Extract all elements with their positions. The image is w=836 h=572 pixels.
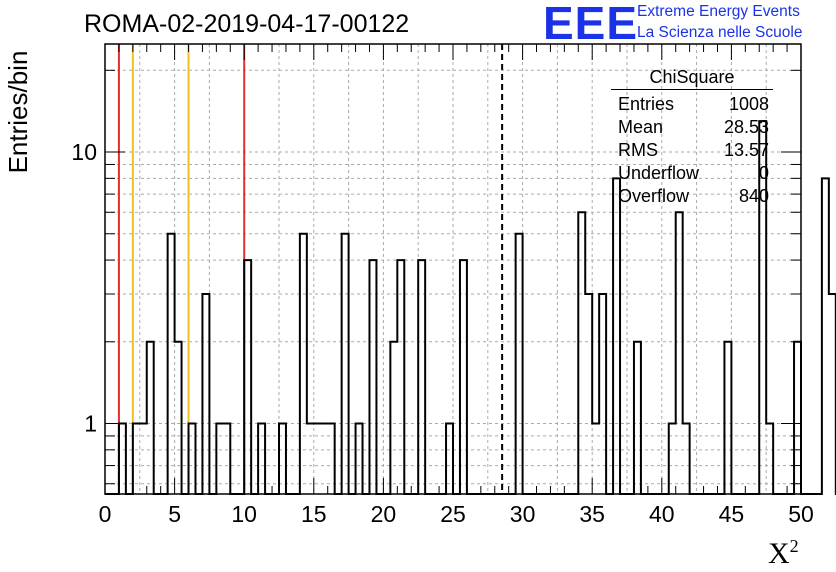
- y-axis-label: Entries/bin: [3, 50, 33, 174]
- x-tick-label: 0: [99, 501, 112, 527]
- x-tick-label: 5: [168, 501, 181, 527]
- x-tick-label: 15: [301, 501, 327, 527]
- x-axis-label: X2: [768, 536, 799, 570]
- stats-row-entries: Entries 1008: [618, 94, 769, 114]
- x-tick-label: 50: [788, 501, 814, 527]
- stats-box: ChiSquare Entries 1008 Mean 28.53 RMS 13.57…: [611, 66, 773, 208]
- project-name-line1: Extreme Energy Events: [637, 3, 800, 20]
- stats-row-rms: RMS 13.57: [618, 140, 769, 160]
- x-tick-label: 35: [579, 501, 605, 527]
- stats-row-overflow: Overflow 840: [618, 186, 769, 206]
- stats-title: ChiSquare: [611, 66, 773, 90]
- x-tick-label: 40: [649, 501, 675, 527]
- stats-row-underflow: Underflow 0: [618, 163, 769, 183]
- y-tick-label: 1: [84, 411, 97, 437]
- axis-ticks: 0 5 10 15 20 25 30 35 40 45 50 1 10: [71, 44, 814, 527]
- eee-logo: EEE: [543, 0, 639, 49]
- project-name-line2: La Scienza nelle Scuole: [637, 24, 803, 41]
- run-title: ROMA-02-2019-04-17-00122: [84, 10, 410, 38]
- x-tick-label: 25: [440, 501, 466, 527]
- y-tick-label: 10: [71, 139, 97, 165]
- stats-row-mean: Mean 28.53: [618, 117, 769, 137]
- x-tick-label: 45: [719, 501, 745, 527]
- x-tick-label: 10: [231, 501, 257, 527]
- x-tick-label: 20: [371, 501, 397, 527]
- x-tick-label: 30: [510, 501, 536, 527]
